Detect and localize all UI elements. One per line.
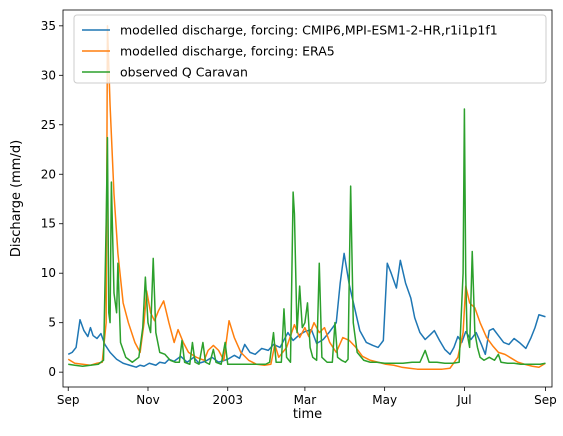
y-tick-label: 5 (48, 316, 56, 330)
x-axis-label: time (293, 407, 322, 422)
x-tick-label: Sep (534, 393, 557, 407)
series-line-2 (67, 25, 546, 370)
series-line-3 (68, 108, 546, 367)
series-layer (67, 25, 546, 370)
y-tick-label: 15 (41, 217, 56, 231)
x-tick-label: Nov (136, 393, 159, 407)
legend-label-3: observed Q Caravan (120, 65, 248, 80)
x-tick-label: Mar (294, 393, 317, 407)
y-tick-label: 30 (41, 68, 56, 82)
legend-label-2: modelled discharge, forcing: ERA5 (120, 44, 335, 59)
x-tick-label: Sep (57, 393, 80, 407)
x-tick-label: May (372, 393, 397, 407)
legend-box (73, 14, 547, 84)
y-tick-label: 20 (41, 167, 56, 181)
x-axis: Sep Nov 2003 Mar May Jul Sep (57, 387, 557, 407)
y-tick-label: 35 (41, 19, 56, 33)
y-tick-label: 10 (41, 266, 56, 280)
plot-frame (62, 9, 553, 388)
x-tick-label: 2003 (212, 393, 243, 407)
y-axis-label: Discharge (mm/d) (9, 140, 24, 257)
x-tick-label: Jul (456, 393, 471, 407)
y-tick-label: 25 (41, 118, 56, 132)
y-axis: 0 5 10 15 20 25 30 35 (41, 19, 63, 379)
y-tick-label: 0 (48, 365, 56, 379)
legend-label-1: modelled discharge, forcing: CMIP6,MPI-E… (120, 23, 498, 38)
legend: modelled discharge, forcing: CMIP6,MPI-E… (73, 14, 547, 84)
